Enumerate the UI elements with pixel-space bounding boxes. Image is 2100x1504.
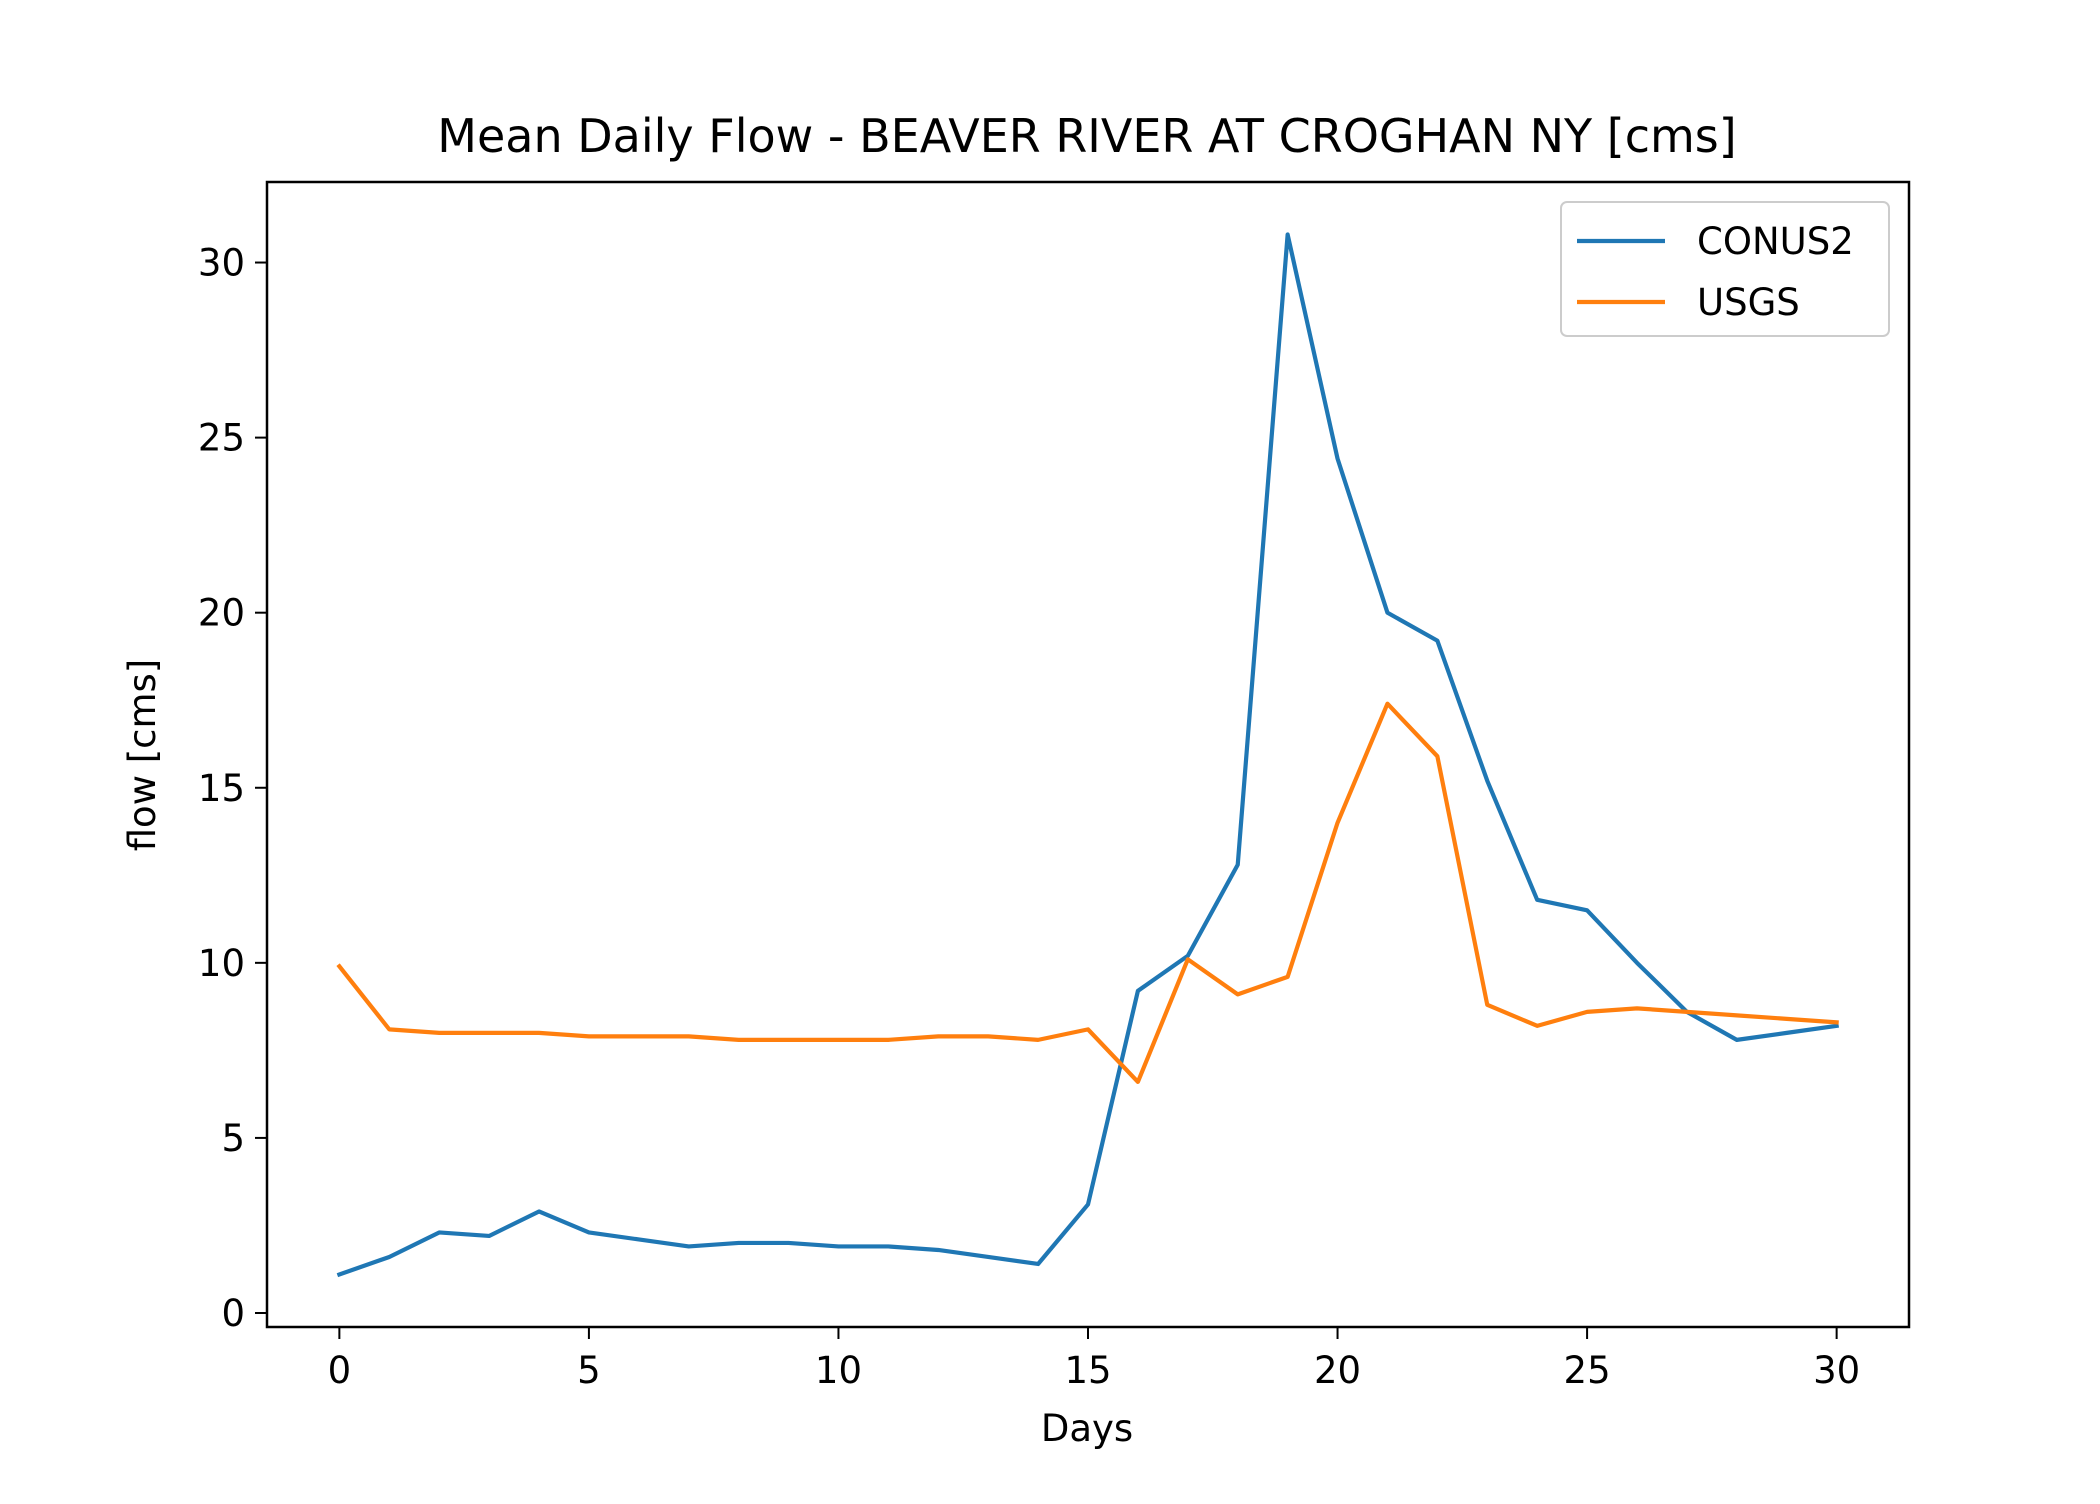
x-axis-label: Days (1041, 1407, 1133, 1450)
y-tick-label: 20 (198, 592, 245, 635)
x-tick-label: 10 (815, 1349, 862, 1392)
x-tick-label: 20 (1314, 1349, 1361, 1392)
y-axis-label: flow [cms] (121, 659, 164, 852)
ticks-layer: 0 5 10 15 20 25 30 0 5 10 15 20 25 30 (198, 242, 1860, 1392)
chart-title: Mean Daily Flow - BEAVER RIVER AT CROGHA… (437, 109, 1736, 163)
x-tick-label: 5 (577, 1349, 601, 1392)
plot-area-frame (265, 180, 1911, 1329)
y-tick-label: 30 (198, 242, 245, 285)
y-tick-label: 5 (221, 1117, 245, 1160)
series-layer (336, 232, 1840, 1278)
x-tick-label: 30 (1813, 1349, 1860, 1392)
x-tick-label: 0 (328, 1349, 352, 1392)
series-line-conus2 (336, 232, 1840, 1278)
series-line-usgs (336, 701, 1839, 1084)
x-tick-label: 15 (1064, 1349, 1111, 1392)
legend-label-conus2: CONUS2 (1697, 220, 1854, 263)
legend: CONUS2 USGS (1560, 201, 1890, 337)
y-tick-label: 15 (198, 767, 245, 810)
x-tick-label: 25 (1564, 1349, 1611, 1392)
y-tick-label: 25 (198, 417, 245, 460)
y-tick-label: 0 (221, 1292, 245, 1335)
legend-label-usgs: USGS (1697, 281, 1800, 324)
y-tick-label: 10 (198, 942, 245, 985)
